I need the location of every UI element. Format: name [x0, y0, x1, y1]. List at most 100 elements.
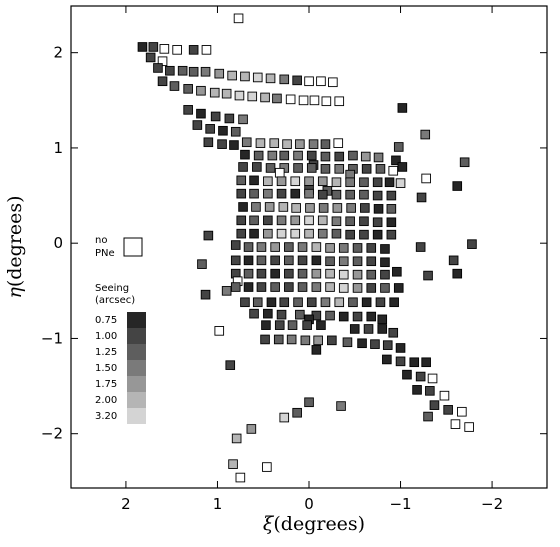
legend-seeing-levels: 0.75 1.00 1.25 1.50 1.75 2.00 3.20 — [95, 312, 146, 424]
field-cell-15 — [227, 70, 237, 81]
field-cell-167 — [352, 243, 363, 253]
field-cell-97 — [317, 176, 328, 187]
field-cell-264 — [395, 356, 406, 367]
field-cell-88 — [397, 162, 408, 172]
field-cell-93 — [263, 176, 273, 187]
field-cell-108 — [236, 188, 247, 199]
field-cell-20 — [292, 75, 302, 86]
field-cell-29 — [221, 88, 232, 99]
field-cell-234 — [325, 310, 335, 321]
field-cell-105 — [452, 181, 463, 191]
field-cell-149 — [276, 228, 287, 239]
field-cell-113 — [304, 188, 314, 199]
field-cell-247 — [363, 324, 374, 334]
field-cell-38 — [334, 96, 345, 107]
field-cell-212 — [352, 283, 363, 293]
field-cell-195 — [352, 269, 363, 280]
field-cell-243 — [287, 320, 298, 330]
field-cell-91 — [236, 175, 247, 186]
field-cell-160 — [256, 242, 267, 252]
field-cell-126 — [305, 203, 315, 213]
field-cell-207 — [284, 282, 294, 292]
field-cell-17 — [252, 72, 263, 83]
field-cell-47 — [218, 125, 228, 136]
field-cell-127 — [318, 203, 329, 213]
field-cell-267 — [402, 369, 412, 380]
field-cell-254 — [313, 335, 323, 346]
field-cell-172 — [197, 259, 207, 269]
field-cell-272 — [439, 390, 450, 401]
x-tick-label-0: 2 — [121, 495, 131, 513]
x-tick-label-2: 0 — [304, 495, 314, 513]
field-cell-61 — [393, 142, 404, 152]
field-cell-151 — [304, 228, 314, 239]
field-cell-72 — [373, 152, 384, 163]
field-cell-219 — [266, 297, 277, 308]
field-cell-227 — [375, 297, 386, 308]
field-cell-255 — [327, 335, 337, 346]
field-cell-9 — [153, 63, 163, 73]
field-cell-42 — [210, 111, 221, 122]
y-axis-title: η(degrees) — [4, 195, 26, 298]
field-cell-257 — [357, 338, 367, 349]
field-cell-144 — [386, 217, 397, 228]
field-cell-213 — [366, 283, 377, 293]
field-cell-171 — [467, 239, 477, 249]
field-cell-119 — [386, 190, 397, 201]
legend-level-swatch-1 — [127, 328, 146, 344]
field-cell-261 — [225, 360, 236, 370]
field-cell-283 — [246, 424, 257, 434]
field-cell-98 — [331, 177, 342, 188]
field-cell-138 — [304, 215, 314, 226]
field-cell-163 — [297, 242, 308, 252]
field-cell-230 — [263, 308, 273, 319]
field-cell-253 — [300, 335, 311, 346]
field-cell-199 — [423, 270, 433, 281]
field-cell-22 — [316, 76, 326, 87]
field-cell-122 — [251, 202, 261, 212]
legend-level-label-4: 1.75 — [95, 379, 117, 390]
field-cell-185 — [448, 255, 459, 266]
field-cell-188 — [256, 268, 267, 279]
field-cell-153 — [331, 228, 342, 239]
field-cell-203 — [230, 282, 241, 292]
field-cell-96 — [304, 176, 314, 187]
field-cell-182 — [352, 256, 363, 267]
field-cell-266 — [421, 357, 431, 368]
field-cell-279 — [304, 397, 314, 408]
field-cell-94 — [276, 176, 287, 187]
field-cell-64 — [267, 150, 278, 161]
field-cell-3 — [159, 44, 170, 54]
field-cell-99 — [345, 177, 355, 188]
field-cell-166 — [338, 243, 349, 253]
field-cell-132 — [386, 204, 397, 214]
y-axis-unit: (degrees) — [4, 195, 26, 287]
field-cell-89 — [274, 167, 285, 178]
field-cell-121 — [238, 202, 248, 212]
field-cell-81 — [306, 163, 317, 173]
field-cell-16 — [240, 71, 250, 82]
field-cell-101 — [372, 177, 383, 188]
field-cell-136 — [276, 215, 287, 226]
field-cell-159 — [243, 242, 254, 252]
field-cell-137 — [290, 215, 301, 226]
field-cell-130 — [360, 203, 370, 213]
field-cell-148 — [263, 228, 273, 239]
field-cell-78 — [265, 163, 276, 173]
legend-level-swatch-0 — [127, 312, 146, 328]
field-cell-18 — [265, 73, 276, 84]
field-cell-180 — [325, 256, 335, 267]
field-cell-235 — [338, 311, 349, 322]
field-cell-269 — [427, 373, 438, 384]
legend-level-label-5: 2.00 — [95, 395, 117, 406]
field-cell-56 — [282, 139, 292, 149]
field-cell-168 — [366, 243, 377, 253]
field-cell-49 — [420, 129, 431, 140]
field-cell-32 — [260, 92, 270, 103]
field-cell-5 — [188, 45, 199, 55]
field-cell-7 — [145, 52, 156, 63]
field-cell-265 — [409, 357, 420, 368]
field-cell-76 — [238, 162, 248, 172]
field-cell-268 — [415, 371, 426, 382]
field-cell-116 — [345, 189, 355, 200]
